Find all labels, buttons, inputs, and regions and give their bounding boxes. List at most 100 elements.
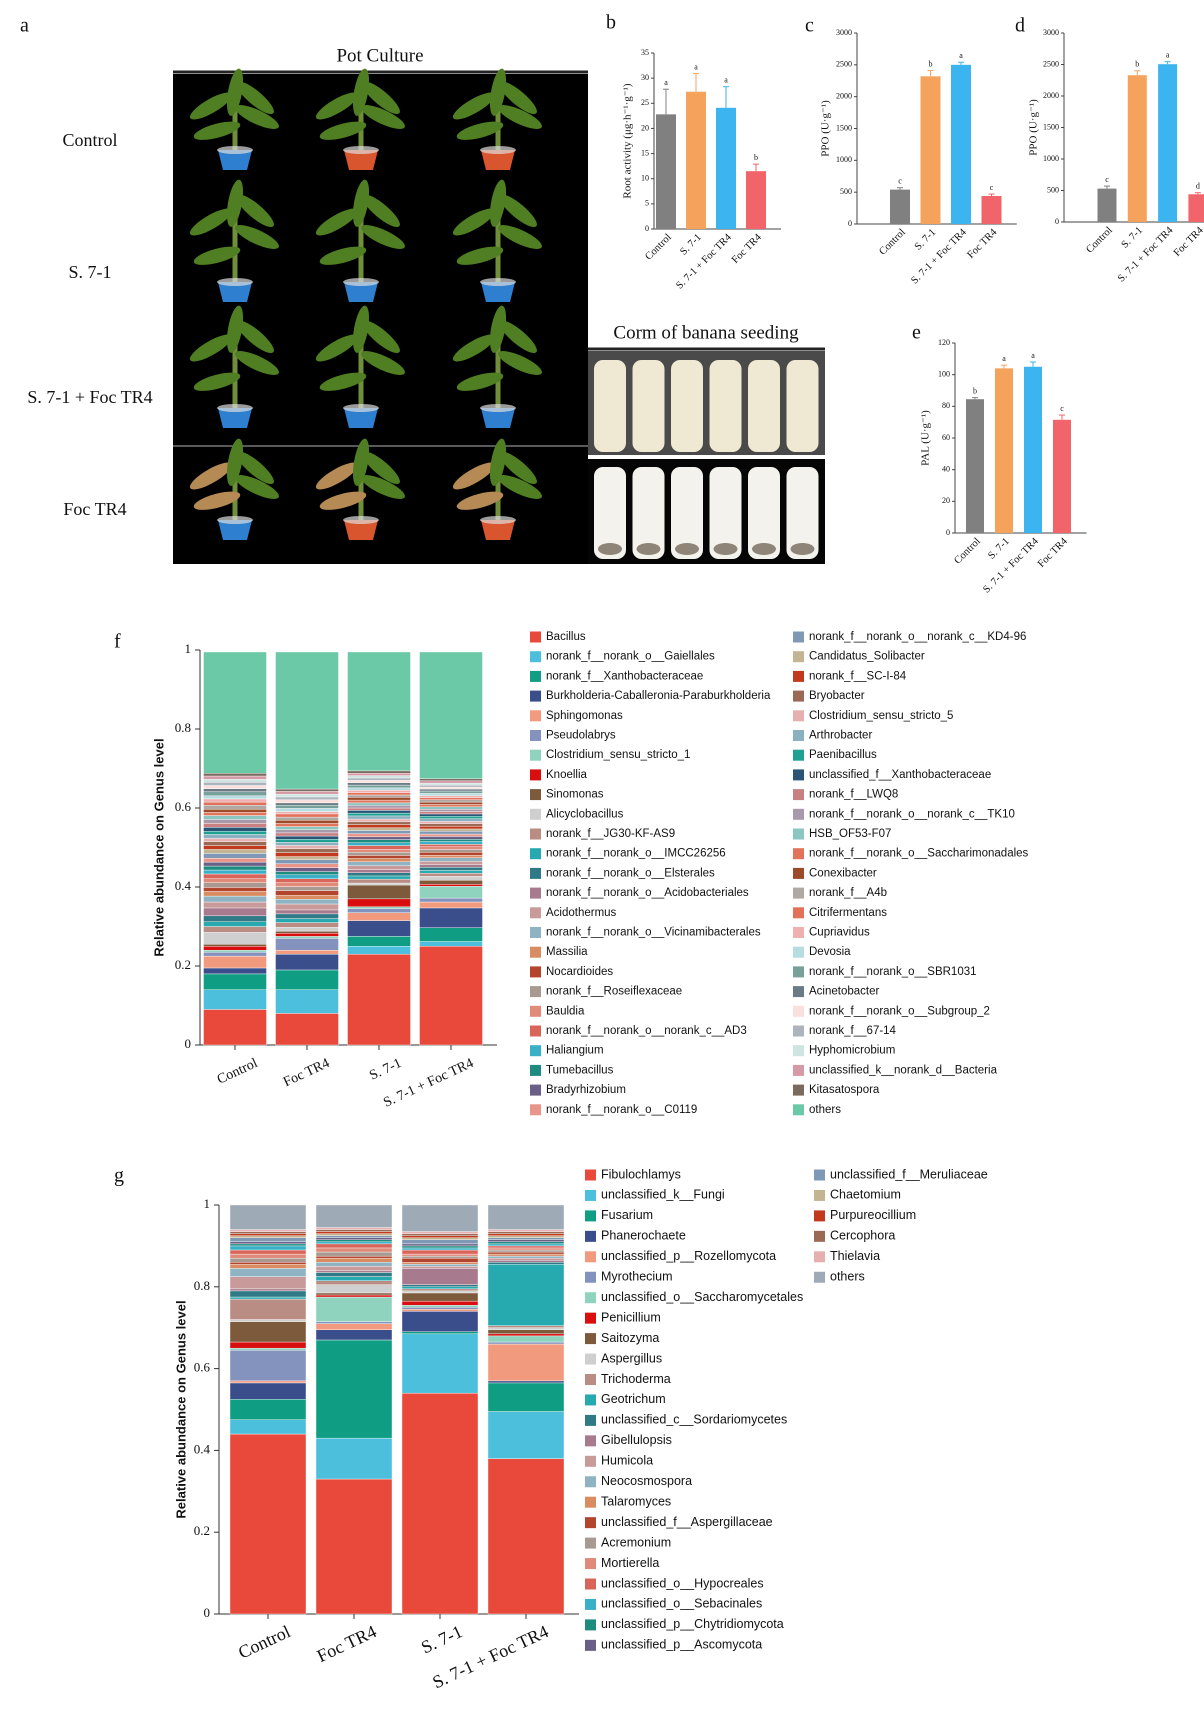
bar-segment — [315, 1266, 393, 1271]
bar-segment — [229, 1264, 307, 1269]
y-tick-label: 5 — [645, 199, 649, 208]
bar-segment — [401, 1243, 479, 1247]
bar-segment — [229, 1290, 307, 1298]
legend-swatch — [585, 1619, 596, 1631]
corm — [786, 467, 819, 559]
bar-segment — [419, 797, 483, 800]
legend-swatch — [585, 1578, 596, 1590]
bar-segment — [275, 886, 339, 891]
bar-segment — [203, 805, 267, 810]
bar-segment — [419, 786, 483, 790]
plant-leaf — [362, 320, 400, 354]
bar-segment — [315, 1243, 393, 1249]
bar-segment — [229, 1319, 307, 1322]
legend-label: Saitozyma — [601, 1331, 659, 1345]
plant-leaf — [489, 305, 507, 353]
pot-rim — [343, 516, 379, 524]
legend-label: norank_f__norank_o__C0119 — [546, 1104, 697, 1116]
bar-segment — [401, 1239, 479, 1245]
legend-swatch — [530, 749, 541, 761]
significance-letter: b — [973, 386, 977, 395]
bar-segment — [419, 651, 483, 779]
bar-segment — [275, 829, 339, 834]
plant-leaf — [315, 92, 359, 120]
pot-rim — [217, 278, 253, 286]
row-label: S. 7-1 + Foc TR4 — [27, 387, 152, 407]
panel-label: g — [114, 1165, 124, 1187]
plant-leaf — [189, 462, 233, 490]
bar-segment — [419, 886, 483, 899]
significance-letter: b — [929, 59, 933, 68]
bar-segment — [275, 802, 339, 806]
bar-segment — [229, 1268, 307, 1277]
bar-segment — [419, 849, 483, 853]
bar-segment — [487, 1241, 565, 1245]
significance-letter: c — [1105, 175, 1109, 184]
bar-segment — [203, 853, 267, 859]
pot-rim — [480, 278, 516, 286]
legend-swatch — [793, 808, 804, 820]
bar-segment — [347, 842, 411, 846]
bar-segment — [347, 845, 411, 850]
y-tick-label: 25 — [641, 98, 649, 107]
bar-segment — [203, 775, 267, 780]
bar-segment — [419, 872, 483, 877]
plant-leaf — [226, 305, 244, 353]
legend-swatch — [585, 1353, 596, 1365]
y-tick-label: 15 — [641, 148, 649, 157]
legend-label: norank_f__norank_o__Acidobacteriales — [546, 887, 749, 899]
legend-swatch — [530, 1084, 541, 1096]
plant-leaf — [226, 438, 244, 486]
bar-segment — [275, 931, 339, 934]
bar-segment — [203, 1009, 267, 1046]
legend-label: Arthrobacter — [809, 730, 872, 742]
bar-segment — [419, 855, 483, 858]
legend-label: unclassified_o__Sebacinales — [601, 1597, 762, 1611]
bar-segment — [315, 1276, 393, 1281]
bar-segment — [203, 989, 267, 1010]
bar-segment — [347, 830, 411, 834]
legend-label: Purpureocillium — [830, 1208, 916, 1222]
y-tick-label: 2500 — [836, 60, 852, 69]
bar-segment — [401, 1257, 479, 1263]
bar-segment — [347, 792, 411, 796]
y-tick-label: 1500 — [1043, 122, 1059, 131]
legend-swatch — [530, 789, 541, 801]
bar-segment — [347, 782, 411, 786]
bar-segment — [275, 927, 339, 932]
bar-segment — [401, 1309, 479, 1312]
legend-swatch — [530, 690, 541, 702]
legend-swatch — [793, 966, 804, 978]
bar-segment — [203, 973, 267, 990]
legend-swatch — [793, 828, 804, 840]
bar-segment — [419, 806, 483, 810]
bar-segment — [203, 907, 267, 917]
legend-swatch — [793, 946, 804, 958]
legend-swatch — [585, 1639, 596, 1651]
legend-label: Hyphomicrobium — [809, 1045, 895, 1057]
plant-leaf — [189, 208, 233, 236]
plant-leaf — [319, 491, 367, 510]
significance-letter: c — [1060, 404, 1064, 413]
y-tick-label: 100 — [938, 369, 950, 378]
legend-label: norank_f__norank_o__IMCC26256 — [546, 848, 726, 860]
bar-segment — [419, 804, 483, 808]
y-axis-label: Relative abundance on Genus level — [173, 1300, 188, 1518]
significance-letter: b — [754, 153, 758, 162]
plant-leaf — [498, 225, 542, 249]
bar-segment — [401, 1237, 479, 1240]
corm-lesion — [636, 543, 661, 555]
bar-segment — [229, 1237, 307, 1243]
bar-segment — [275, 808, 339, 812]
legend-label: Cercophora — [830, 1229, 895, 1243]
bar-segment — [275, 852, 339, 857]
bar-segment — [419, 780, 483, 784]
bar-segment — [203, 785, 267, 789]
bar-segment — [419, 788, 483, 792]
plant-leaf — [456, 491, 504, 510]
corm — [709, 360, 742, 452]
legend-swatch — [793, 690, 804, 702]
y-tick-label: 20 — [641, 123, 649, 132]
bar-segment — [487, 1343, 565, 1382]
bar-segment — [275, 922, 339, 928]
